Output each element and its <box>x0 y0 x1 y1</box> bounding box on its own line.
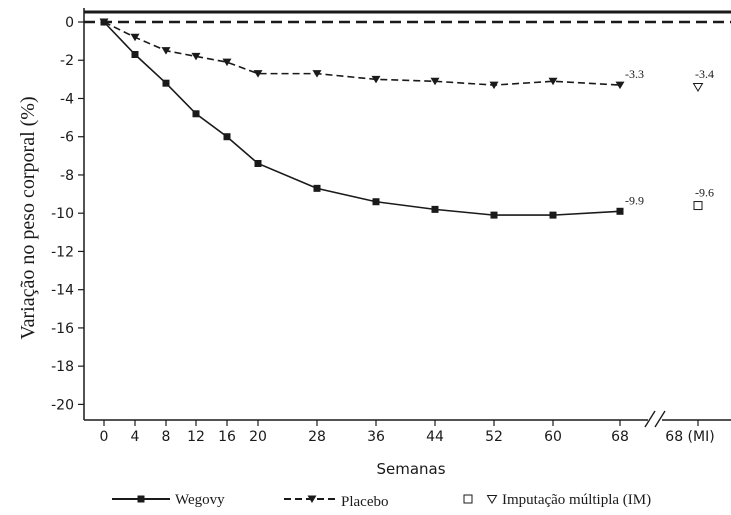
data-point <box>223 133 231 141</box>
legend-marker <box>137 495 145 503</box>
x-axis-title: Semanas <box>376 460 445 478</box>
y-tick-label: 0 <box>65 15 74 31</box>
data-point <box>549 211 557 219</box>
data-point <box>313 184 321 192</box>
x-tick-label: 68 (MI) <box>665 429 714 445</box>
x-tick-label: 8 <box>162 429 171 445</box>
data-point <box>192 110 200 118</box>
legend-item-wegovy: Wegovy <box>112 492 225 508</box>
legend-item-mi: Imputação múltipla (IM) <box>463 492 651 508</box>
y-tick-labels: 0 -2 -4 -6 -8 -10 -12 -14 -16 -18 -20 <box>51 15 84 413</box>
end-value-label: -9.9 <box>625 193 644 207</box>
data-point <box>489 81 499 90</box>
y-tick-label: -2 <box>60 53 74 69</box>
x-tick-label: 16 <box>218 429 236 445</box>
axis-break-mark <box>654 410 666 428</box>
mi-value-label: -9.6 <box>695 186 714 200</box>
x-tick-label: 20 <box>249 429 267 445</box>
y-tick-label: -18 <box>51 359 74 375</box>
data-point <box>254 159 262 167</box>
data-point <box>222 58 232 67</box>
y-tick-label: -8 <box>60 168 74 184</box>
axis-break-mark <box>644 410 656 428</box>
data-point <box>431 205 439 213</box>
data-point <box>312 70 322 78</box>
data-point <box>430 77 440 86</box>
legend: Wegovy Placebo Imputação múltipla (IM) <box>112 492 651 510</box>
legend-marker <box>307 495 317 503</box>
data-point <box>616 207 624 215</box>
data-point <box>372 198 380 206</box>
x-tick-label: 60 <box>544 429 562 445</box>
legend-label: Imputação múltipla (IM) <box>502 492 651 508</box>
x-tick-label: 52 <box>485 429 503 445</box>
x-tick-labels: 0 4 8 12 16 20 28 36 44 52 60 68 68 (MI) <box>100 420 715 445</box>
x-tick-label: 28 <box>308 429 326 445</box>
mi-point <box>692 83 704 92</box>
data-point <box>615 81 625 90</box>
legend-item-placebo: Placebo <box>284 494 388 510</box>
y-tick-label: -16 <box>51 321 74 337</box>
x-tick-label: 12 <box>187 429 205 445</box>
y-tick-label: -4 <box>60 91 74 107</box>
legend-marker <box>463 494 473 504</box>
y-tick-label: -6 <box>60 130 74 146</box>
data-point <box>490 211 498 219</box>
data-point <box>191 52 201 61</box>
x-tick-label: 4 <box>131 429 140 445</box>
y-tick-label: -10 <box>51 206 74 222</box>
series-line <box>103 21 621 216</box>
data-point <box>371 75 381 84</box>
series-placebo: -3.3 -3.4 <box>99 18 714 92</box>
y-tick-label: -14 <box>51 283 74 299</box>
series-layer: -9.9 -9.6 -3.3 -3.4 <box>99 18 714 219</box>
data-point <box>99 18 109 26</box>
y-tick-label: -20 <box>51 397 74 413</box>
data-point <box>548 77 558 86</box>
y-axis-title: Variação no peso corporal (%) <box>17 96 39 339</box>
data-point <box>161 47 171 55</box>
plot-frame <box>83 8 731 428</box>
data-point <box>253 70 263 78</box>
data-point <box>130 33 140 42</box>
x-tick-label: 44 <box>426 429 444 445</box>
legend-marker <box>486 495 498 504</box>
series-line <box>103 21 621 86</box>
x-tick-label: 68 <box>611 429 629 445</box>
series-wegovy: -9.9 -9.6 <box>100 18 714 219</box>
x-tick-label: 36 <box>367 429 385 445</box>
mi-value-label: -3.4 <box>695 67 714 81</box>
mi-point <box>693 201 703 211</box>
end-value-label: -3.3 <box>625 67 644 81</box>
legend-label: Wegovy <box>175 492 225 508</box>
legend-label: Placebo <box>341 494 388 510</box>
y-tick-label: -12 <box>51 244 74 260</box>
x-tick-label: 0 <box>100 429 109 445</box>
data-point <box>131 51 139 59</box>
data-point <box>162 79 170 87</box>
